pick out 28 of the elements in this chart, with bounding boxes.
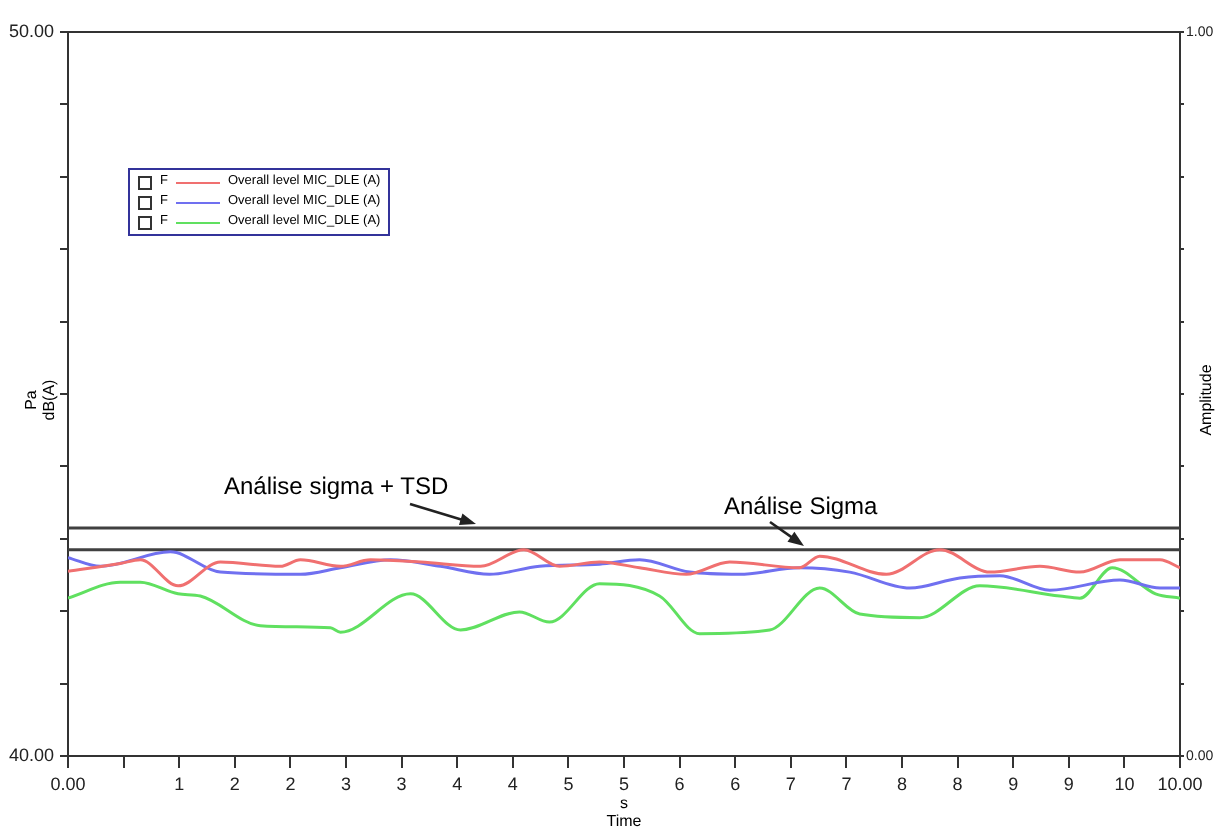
y-axis-title: Pa dB(A) [22, 379, 58, 421]
x-tick-label: 7 [841, 773, 852, 794]
x-tick-label: 3 [340, 773, 352, 794]
ref-line-label: Análise Sigma [724, 492, 878, 520]
x-tick-label: 3 [396, 773, 407, 794]
x-tick-label: 4 [507, 773, 518, 794]
x-tick-label: 5 [618, 773, 630, 794]
x-tick-label: 10.00 [1157, 773, 1203, 794]
x-axis-title: s Time [606, 794, 642, 830]
line-series [68, 566, 1180, 636]
x-tick-label: 5 [563, 773, 574, 794]
x-tick-label: 6 [674, 773, 685, 794]
x-tick-label: 1 [174, 773, 185, 794]
x-tick-label: 8 [952, 773, 963, 794]
x-tick-label: 9 [1063, 773, 1074, 794]
x-tick-label: 7 [785, 773, 796, 794]
x-tick-label: 0.00 [50, 773, 86, 794]
x-tick-label: 6 [730, 773, 741, 794]
x-tick-label: 2 [285, 773, 296, 794]
x-tick-label: 8 [896, 773, 908, 794]
y2-axis-title: Amplitude [1197, 364, 1215, 436]
x-tick-label: 4 [452, 773, 463, 794]
y-tick-label: 40.00 [8, 744, 54, 765]
ref-line-label: Análise sigma + TSD [224, 472, 449, 500]
x-tick-label: 10 [1114, 773, 1135, 794]
x-tick-label: 9 [1008, 773, 1019, 794]
y-tick-label: 50.00 [8, 20, 54, 41]
x-tick-label: 2 [229, 773, 240, 794]
